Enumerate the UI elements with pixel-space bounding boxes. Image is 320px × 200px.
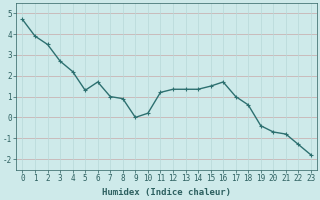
- X-axis label: Humidex (Indice chaleur): Humidex (Indice chaleur): [102, 188, 231, 197]
